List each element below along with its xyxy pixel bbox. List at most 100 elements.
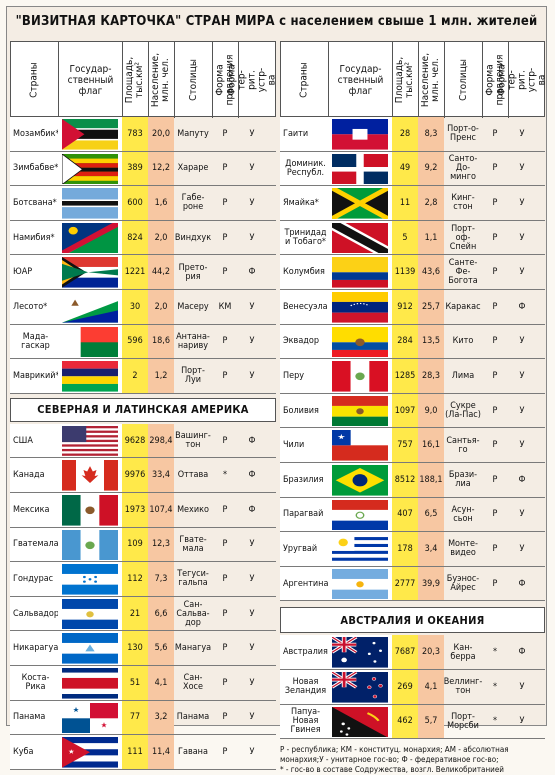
government-form-text: Р [222,573,228,584]
population-value: 6,5 [418,497,444,533]
flag-папуа-новая-гвинея [328,704,392,740]
flag-уругвай [328,532,392,567]
area-value-text: 21 [129,608,141,619]
population-value-text: 2,0 [154,301,168,312]
header-flag-label: Государ-ственный флаг [67,63,114,97]
flag-image [62,668,118,699]
area-value: 109 [122,527,148,563]
header-area-label: Площадь, тыс.км² [394,56,416,104]
header-flag: Государ-ственный флаг [59,42,123,118]
flag-мексика [58,493,122,528]
row-divider [280,668,545,670]
population-value-text: 16,1 [421,440,441,451]
area-value-text: 112 [127,573,143,584]
country-name: Коста-Рика [10,666,58,701]
header-country-label: Страны [28,62,40,98]
area-value: 178 [392,532,418,567]
area-value-text: 2777 [394,578,416,589]
legend-line: * - гос-во в составе Содружества, возгл.… [280,765,504,775]
area-value-text: 596 [127,336,143,347]
area-value: 1973 [122,493,148,528]
flag-парагвай [328,497,392,533]
flag-image [332,188,388,219]
population-value-text: 43,6 [421,267,441,278]
population-value-text: 188,1 [419,474,443,485]
population-value: 8,3 [418,117,444,152]
area-value-text: 912 [397,301,413,312]
table-row: Ботсвана* 600 1,6 Габе-роне Р У [10,186,276,221]
population-value: 1,6 [148,186,174,221]
capital-name: Санте-Фе-Богота [444,255,482,290]
government-form: Р [212,735,238,770]
capital-name-text: Порт-Морсби [447,711,479,731]
area-value-text: 1285 [394,370,416,381]
territorial-form-text: У [519,336,525,347]
territorial-form-text: Ф [518,647,526,658]
government-form-text: Р [492,232,498,243]
table-row: Перу 1285 28,3 Лима Р У [280,359,545,394]
flag-image [332,222,388,254]
country-name: Намибия* [10,220,58,256]
table-row: Австралия 7687 20,3 Кан-берра * Ф [280,635,545,670]
population-value-text: 11,4 [151,746,171,757]
population-value: 2,0 [148,290,174,325]
territorial-form: У [238,735,266,770]
territorial-form-text: У [249,232,255,243]
area-value-text: 11 [399,197,411,208]
country-name-text: Австралия [283,647,328,658]
population-value: 2,0 [148,220,174,256]
table-row: Колумбия 1139 43,6 Санте-Фе-Богота Р У [280,255,545,290]
territorial-form: У [508,394,536,429]
area-value: 11 [392,186,418,221]
territorial-form: У [508,359,536,394]
flag-image [62,361,118,392]
capital-name-text: Буэнос-Айрес [446,574,480,594]
territorial-form-text: Ф [248,435,256,446]
government-form: Р [482,117,508,152]
territorial-form: У [508,221,536,256]
population-value-text: 2,0 [154,232,168,243]
territorial-form-text: У [249,677,255,688]
area-value: 389 [122,151,148,187]
row-divider [10,185,276,187]
population-value: 3,2 [148,700,174,736]
flag-ямайка [328,186,392,221]
government-form-text: Р [222,336,228,347]
government-form: Р [212,528,238,563]
government-form-text: Р [222,643,228,654]
government-form-text: * [222,470,228,481]
territorial-form: У [508,705,536,740]
area-value-text: 9976 [124,470,146,481]
capital-name: Гавана [174,735,212,770]
area-value: 600 [122,186,148,221]
flag-чили [328,428,392,463]
area-value: 1285 [392,359,418,394]
country-name: ЮАР [10,255,58,290]
table-row: Гватемала 109 12,3 Гвате-мала Р У [10,527,276,563]
table-row: Лесото* 30 2,0 Масеру КМ У [10,290,276,325]
country-name: Гватемала [10,527,59,563]
capital-name: Сан-Сальва-дор [174,597,212,632]
table-row: Мада-гаскар 596 18,6 Антана-нариву Р У [10,324,276,360]
country-name-text: Колумбия [283,267,325,278]
flag-image [62,425,118,457]
flag-сальвадор [58,596,122,632]
header-country: Страны [281,42,329,118]
area-value-text: 30 [129,301,141,312]
capital-name: Антана-нариву [174,325,212,360]
area-value: 28 [392,117,418,152]
header-capital-label: Столицы [457,59,469,101]
area-value: 49 [392,151,418,187]
territorial-form: У [238,290,266,325]
population-value-text: 7,3 [154,573,168,584]
government-form: Р [482,532,508,567]
capital-name-text: Хараре [177,163,209,174]
table-row: Эквадор 284 13,5 Кито Р У [280,324,545,360]
row-divider [10,526,276,528]
country-name-text: Никарагуа [13,643,59,654]
row-divider [280,150,545,152]
area-value-text: 407 [397,509,413,520]
legend: Р - республика; КМ - конституц. монархия… [280,745,545,775]
table-card: "ВИЗИТНАЯ КАРТОЧКА" СТРАН МИРА с населен… [6,6,548,774]
flag-image [62,188,118,219]
